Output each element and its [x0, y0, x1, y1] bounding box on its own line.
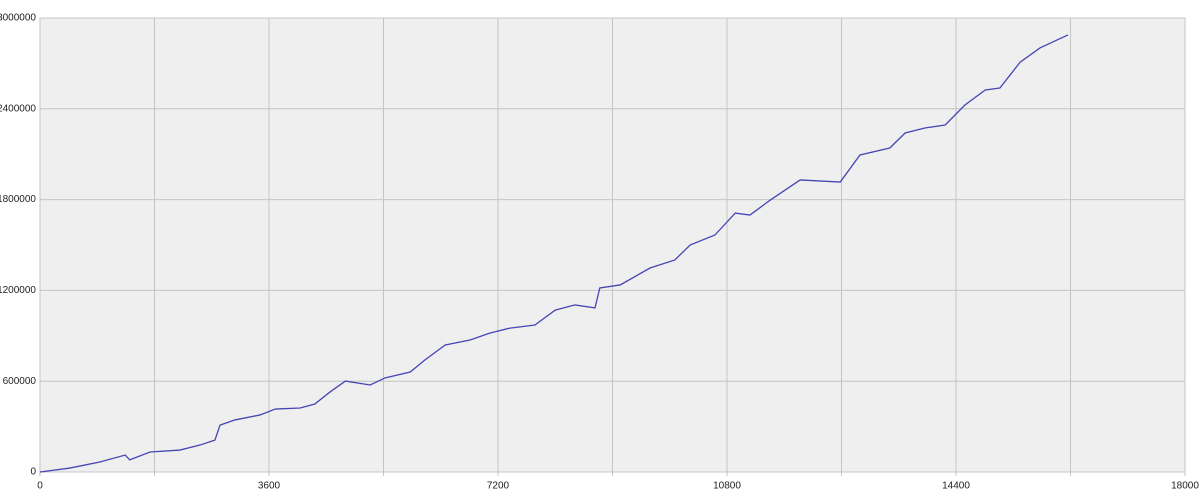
- x-tick-label: 18000: [1171, 481, 1199, 492]
- y-tick-label: 2400000: [0, 103, 36, 114]
- x-tick-label: 7200: [487, 481, 510, 492]
- y-tick-label: 3000000: [0, 13, 36, 24]
- x-tick-label: 3600: [258, 481, 281, 492]
- x-tick-label: 0: [37, 481, 43, 492]
- y-tick-label: 600000: [3, 376, 37, 387]
- data-line: [39, 34, 1069, 473]
- y-tick-label: 1200000: [0, 285, 36, 296]
- x-tick-label: 10800: [713, 481, 741, 492]
- y-tick-label: 0: [30, 467, 36, 478]
- y-tick-label: 1800000: [0, 194, 36, 205]
- x-tick-label: 14400: [942, 481, 970, 492]
